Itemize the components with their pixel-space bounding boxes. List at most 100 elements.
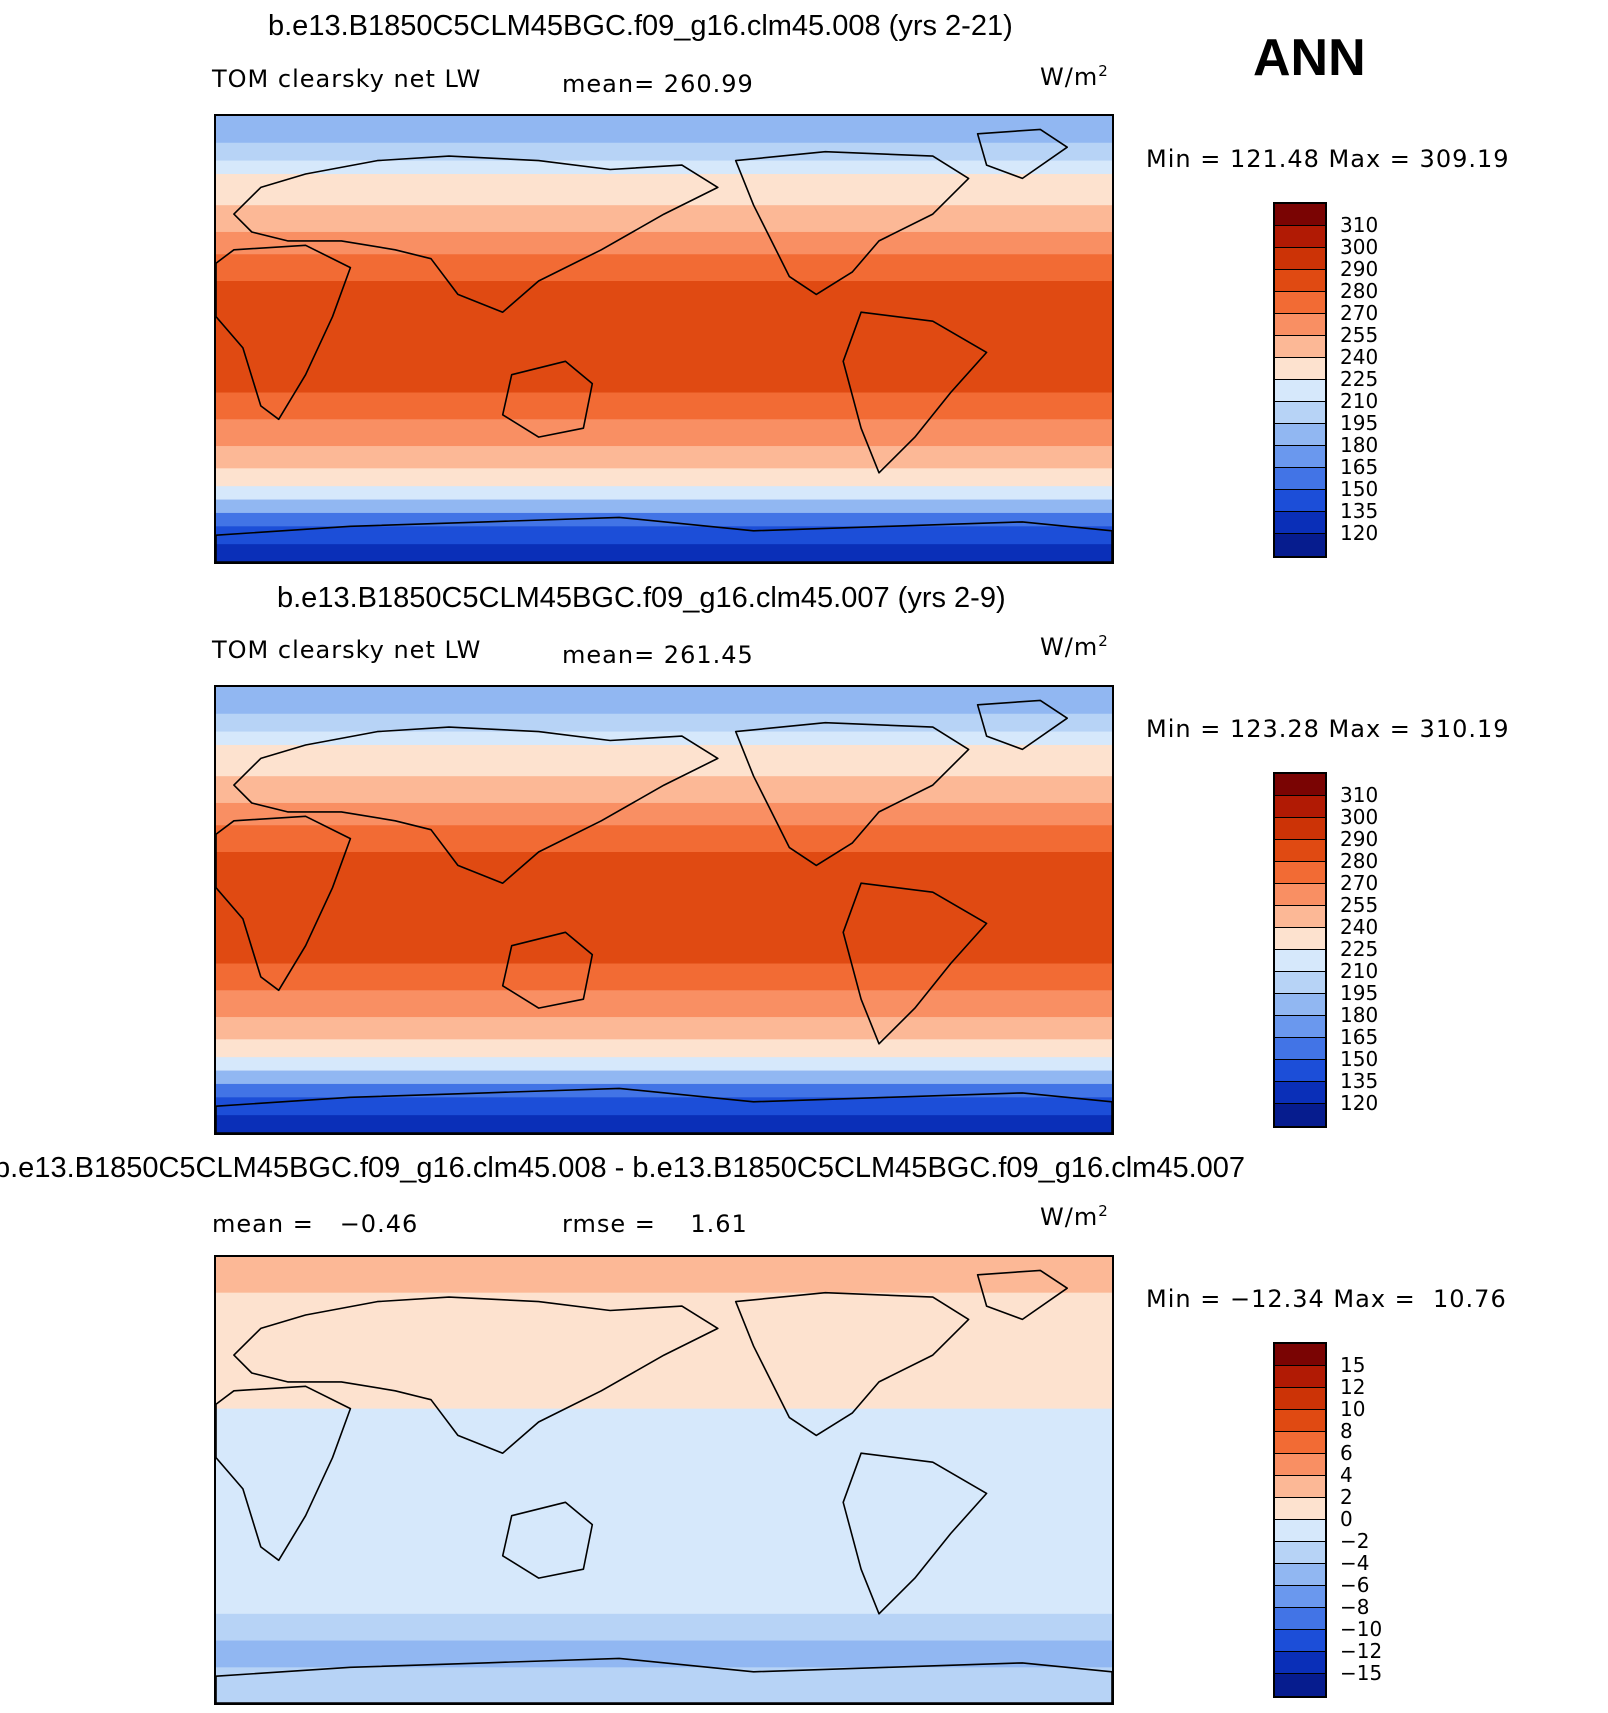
panel2-units: W/m2 [1040,632,1109,661]
map-band [216,1408,1112,1615]
colorbar-swatch [1275,1542,1325,1564]
coastline [216,815,352,992]
panel1-map [214,114,1114,564]
colorbar-tick-label: 280 [1340,279,1379,303]
map-band [216,160,1112,175]
coastline [233,1296,719,1454]
colorbar-swatch [1275,226,1325,248]
map-band [216,825,1112,854]
coastline [842,882,988,1045]
map-band [216,1057,1112,1072]
colorbar-swatch [1275,402,1325,424]
colorbar-tick-label: 180 [1340,433,1379,457]
season-label: ANN [1253,29,1366,87]
colorbar-swatch [1275,818,1325,840]
colorbar-tick-label: 135 [1340,1069,1379,1093]
panel3-colorbar-ticks: 15 12 10 8 6 4 2 0 −2 −4 −6 −8 −10 −12 −15 [1340,1354,1382,1684]
panel2-variable-label: TOM clearsky net LW [212,636,482,664]
map-band [216,205,1112,233]
coastline [216,244,352,421]
panel1-units: W/m2 [1040,62,1109,91]
map-band [216,687,1112,715]
colorbar-swatch [1275,534,1325,556]
panel2-colorbar [1273,772,1327,1128]
colorbar-swatch [1275,1104,1325,1126]
map-band [216,1070,1112,1085]
coastline [501,360,594,438]
colorbar-swatch [1275,884,1325,906]
colorbar-swatch [1275,292,1325,314]
map-band [216,231,1112,256]
colorbar-tick-label: 270 [1340,871,1379,895]
colorbar-tick-label: 210 [1340,389,1379,413]
map-band [216,446,1112,470]
map-band [216,776,1112,804]
map-band [216,1667,1112,1703]
colorbar-swatch [1275,994,1325,1016]
colorbar-swatch [1275,512,1325,534]
coastline [216,516,1112,562]
colorbar-tick-label: 310 [1340,783,1379,807]
coastline [501,1501,594,1579]
colorbar-swatch [1275,380,1325,402]
colorbar-tick-label: 2 [1340,1485,1353,1509]
map-band [216,392,1112,421]
colorbar-swatch [1275,468,1325,490]
map-band [216,963,1112,992]
map-band [216,512,1112,528]
coastline [734,1291,970,1437]
colorbar-tick-label: 300 [1340,805,1379,829]
colorbar-swatch [1275,270,1325,292]
map-band [216,499,1112,514]
map-band [216,419,1112,448]
colorbar-swatch [1275,1410,1325,1432]
colorbar-tick-label: −4 [1340,1551,1370,1575]
panel2-mean-label: mean= 261.45 [562,641,754,669]
colorbar-tick-label: 290 [1340,827,1379,851]
colorbar-swatch [1275,774,1325,796]
colorbar-tick-label: −8 [1340,1595,1370,1619]
colorbar-swatch [1275,1344,1325,1366]
map-band [216,1613,1112,1642]
coastline [216,1657,1112,1703]
panel1-variable-label: TOM clearsky net LW [212,65,482,93]
map-band [216,281,1112,394]
colorbar-swatch [1275,1608,1325,1630]
colorbar-swatch [1275,1016,1325,1038]
map-band [216,486,1112,501]
panel1-mean-label: mean= 260.99 [562,70,754,98]
panel3-rmse-label: rmse = 1.61 [562,1210,748,1238]
colorbar-tick-label: 225 [1340,367,1379,391]
colorbar-tick-label: 240 [1340,345,1379,369]
colorbar-swatch [1275,1060,1325,1082]
colorbar-tick-label: 255 [1340,893,1379,917]
colorbar-swatch [1275,1498,1325,1520]
coastline [976,128,1069,180]
colorbar-swatch [1275,928,1325,950]
colorbar-tick-label: 8 [1340,1419,1353,1443]
colorbar-tick-label: 280 [1340,849,1379,873]
coastline [976,699,1069,751]
colorbar-swatch [1275,1082,1325,1104]
colorbar-swatch [1275,1520,1325,1542]
map-band [216,116,1112,144]
colorbar-tick-label: 4 [1340,1463,1353,1487]
map-band [216,1017,1112,1041]
colorbar-tick-label: 240 [1340,915,1379,939]
colorbar-swatch [1275,1388,1325,1410]
colorbar-tick-label: 150 [1340,1047,1379,1071]
coastline [842,1452,988,1615]
panel3-colorbar [1273,1342,1327,1698]
colorbar-tick-label: 210 [1340,959,1379,983]
colorbar-swatch [1275,490,1325,512]
map-band [216,142,1112,162]
panel3-map [214,1255,1114,1705]
coastline [734,721,970,867]
colorbar-swatch [1275,1674,1325,1696]
colorbar-tick-label: 12 [1340,1375,1366,1399]
coastline [734,150,970,296]
map-band [216,254,1112,283]
colorbar-tick-label: 0 [1340,1507,1353,1531]
map-band [216,1115,1112,1133]
map-band [216,1097,1112,1117]
